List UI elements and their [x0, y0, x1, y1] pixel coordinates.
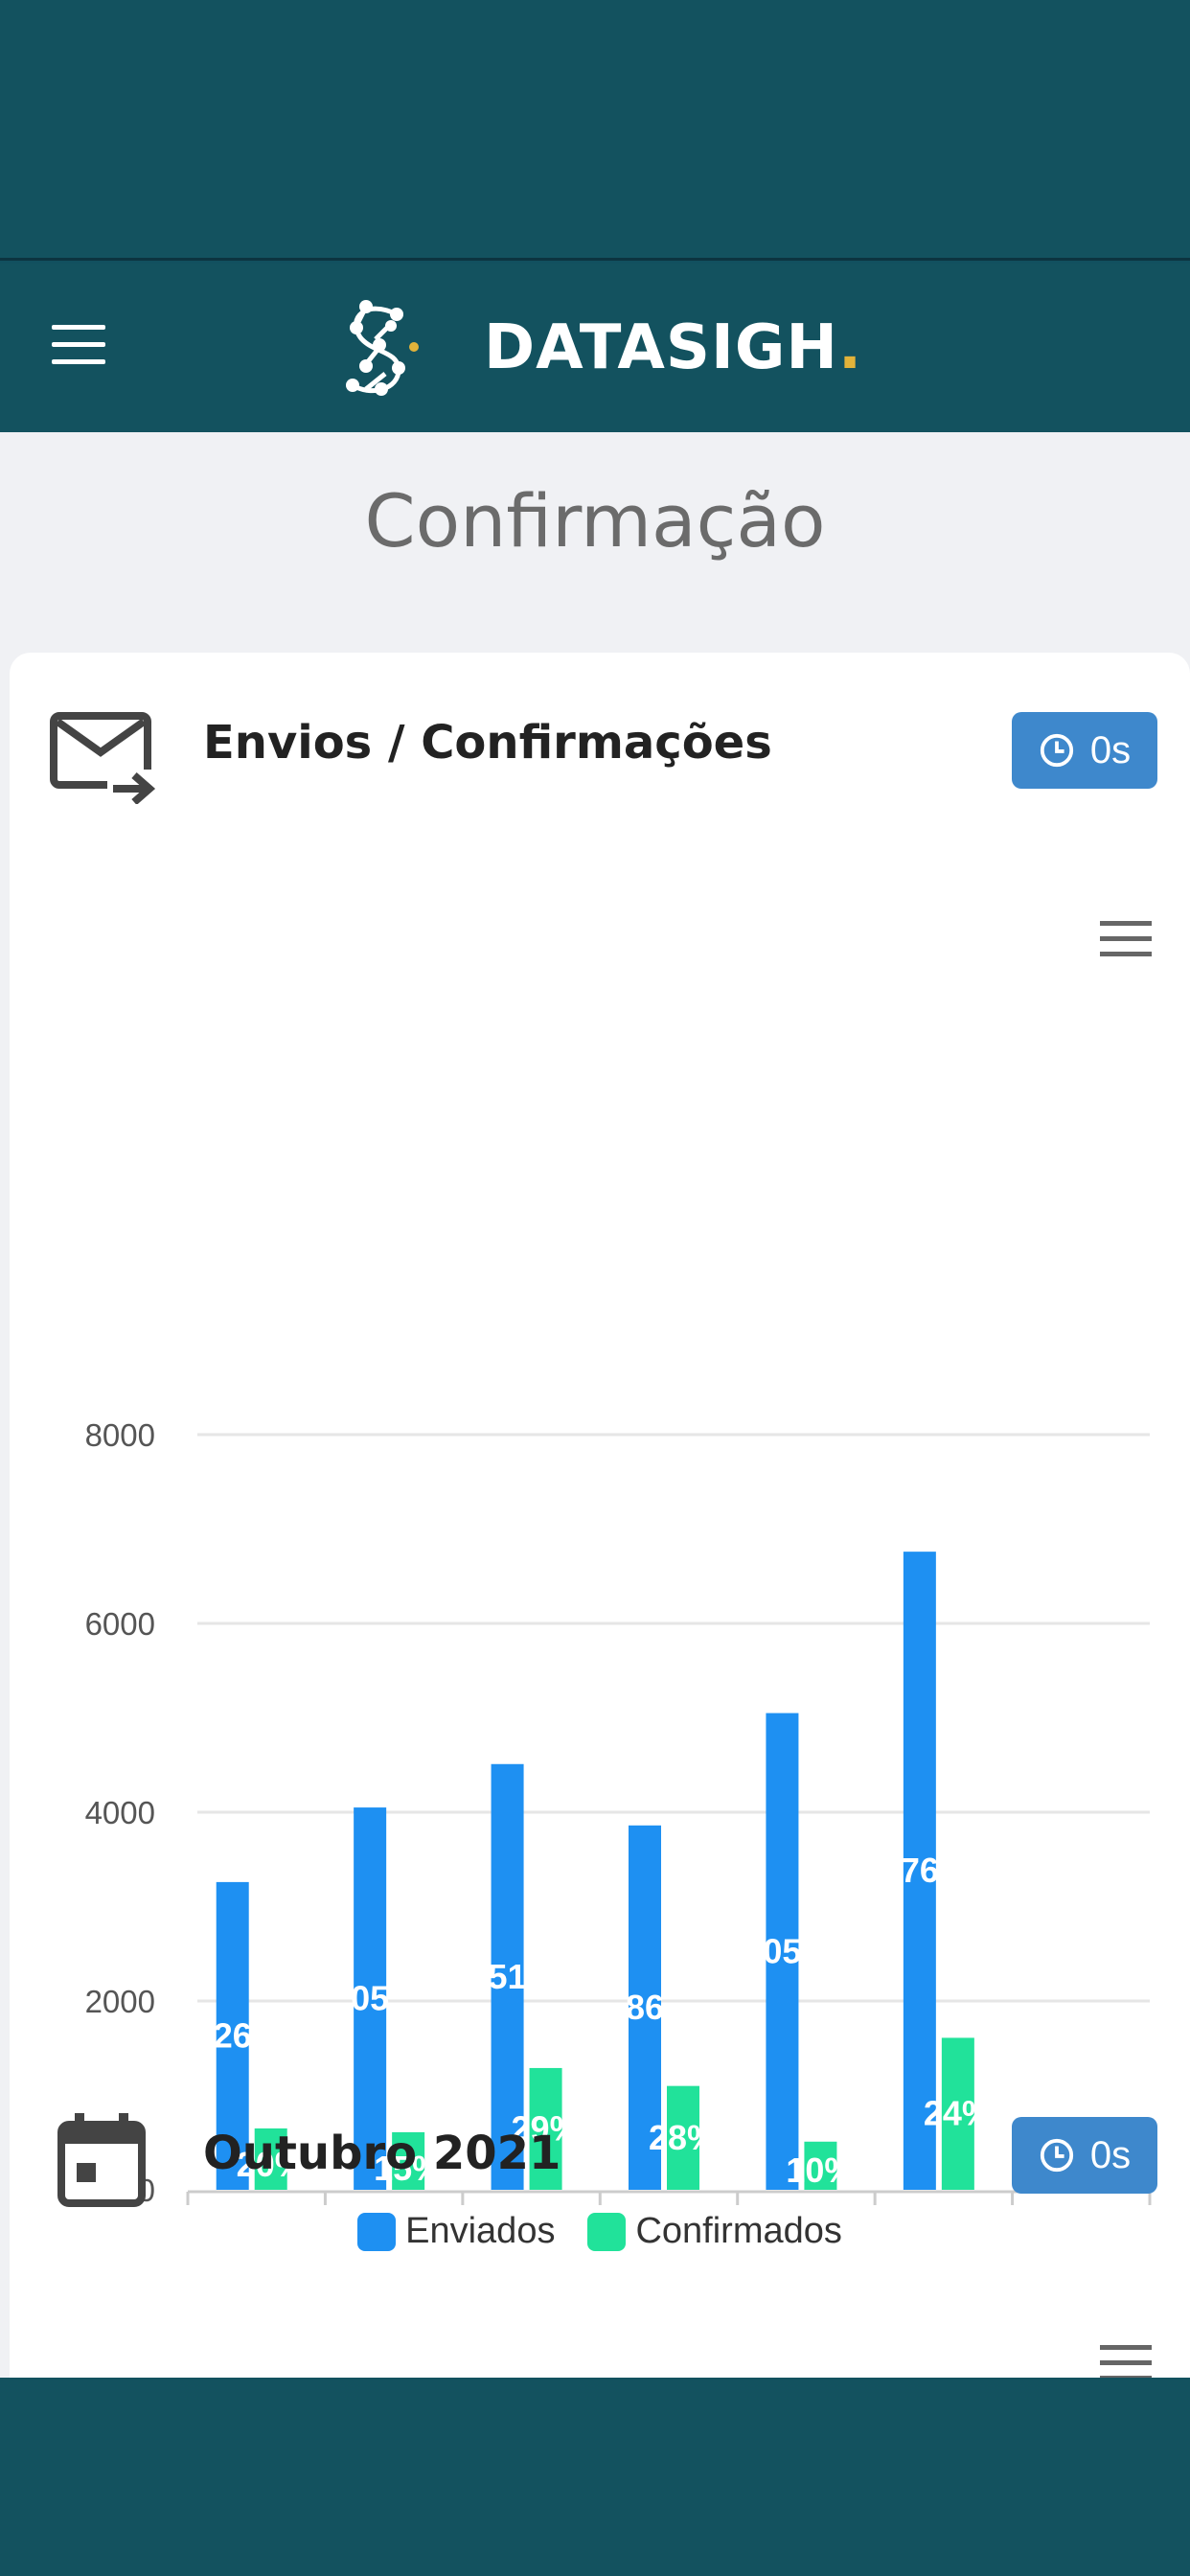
bar-confirmados-5	[941, 2037, 974, 2190]
data-label-enviados-0: 26	[214, 2015, 252, 2055]
bottom-bar	[0, 2378, 1190, 2576]
y-tick-label: 8000	[85, 1417, 155, 1453]
bar-confirmados-1	[392, 2131, 425, 2190]
legend-label-confirmados: Confirmados	[635, 2211, 842, 2251]
refresh-time-badge-2[interactable]: 0s	[1012, 2117, 1157, 2194]
data-label-confirmados-4: 10%	[786, 2150, 855, 2190]
bar-enviados-4	[766, 1713, 799, 2190]
refresh-time-badge[interactable]: 0s	[1012, 712, 1157, 789]
page-title: Confirmação	[364, 478, 826, 564]
chart-legend: Enviados Confirmados	[10, 2211, 1190, 2252]
data-label-enviados-1: 05	[351, 1979, 389, 2018]
y-tick-label: 4000	[85, 1795, 155, 1830]
hamburger-icon[interactable]	[52, 323, 109, 371]
bar-confirmados-3	[667, 2085, 699, 2190]
chart-menu-icon-2[interactable]	[1100, 2345, 1154, 2378]
calendar-icon	[57, 2113, 146, 2207]
datasigh-logo-icon	[346, 300, 419, 396]
data-label-confirmados-1: 15%	[374, 2149, 443, 2188]
bar-confirmados-2	[529, 2067, 562, 2190]
clock-icon	[1040, 733, 1073, 768]
bar-enviados-1	[354, 1807, 387, 2190]
data-label-enviados-5: 76	[901, 1851, 939, 1890]
chart-menu-icon[interactable]	[1100, 921, 1154, 959]
mail-send-icon	[50, 712, 157, 804]
legend-swatch-enviados	[357, 2212, 397, 2251]
clock-icon	[1040, 2138, 1073, 2173]
data-label-confirmados-5: 24%	[924, 2094, 993, 2133]
legend-swatch-confirmados	[587, 2212, 627, 2251]
legend-item-enviados[interactable]: Enviados	[357, 2211, 555, 2252]
data-label-enviados-4: 05	[763, 1931, 801, 1970]
bar-enviados-5	[903, 1552, 936, 2190]
bar-enviados-0	[216, 1881, 249, 2190]
y-tick-label: 6000	[85, 1606, 155, 1642]
data-label-enviados-2: 51	[489, 1957, 527, 1996]
dashboard-card: Envios / Confirmações 0s 0 2000 4000 6000 80…	[10, 653, 1190, 2378]
bar-enviados-3	[629, 1825, 661, 2190]
section-title-outubro: Outubro 2021	[203, 2127, 561, 2180]
bar-confirmados-4	[804, 2141, 837, 2190]
section-title-envios: Envios / Confirmações	[203, 716, 772, 770]
bar-confirmados-0	[254, 2128, 287, 2190]
badge-value: 0s	[1089, 728, 1132, 771]
data-label-confirmados-3: 28%	[649, 2118, 718, 2157]
data-label-confirmados-2: 29%	[512, 2108, 581, 2148]
app-header: DATASIGH.	[0, 264, 1190, 432]
bar-enviados-2	[491, 1763, 524, 2190]
legend-item-confirmados[interactable]: Confirmados	[587, 2211, 842, 2252]
badge-value-2: 0s	[1089, 2133, 1132, 2176]
legend-label-enviados: Enviados	[405, 2211, 556, 2251]
brand-name: DATASIGH.	[484, 312, 863, 383]
main-content: Confirmação Envios / Confirmações 0s 0 20…	[0, 432, 1190, 2378]
data-label-confirmados-0: 20%	[237, 2145, 306, 2184]
status-bar-area	[0, 0, 1190, 261]
data-label-enviados-3: 86	[626, 1988, 664, 2027]
y-tick-label: 2000	[85, 1984, 155, 2019]
